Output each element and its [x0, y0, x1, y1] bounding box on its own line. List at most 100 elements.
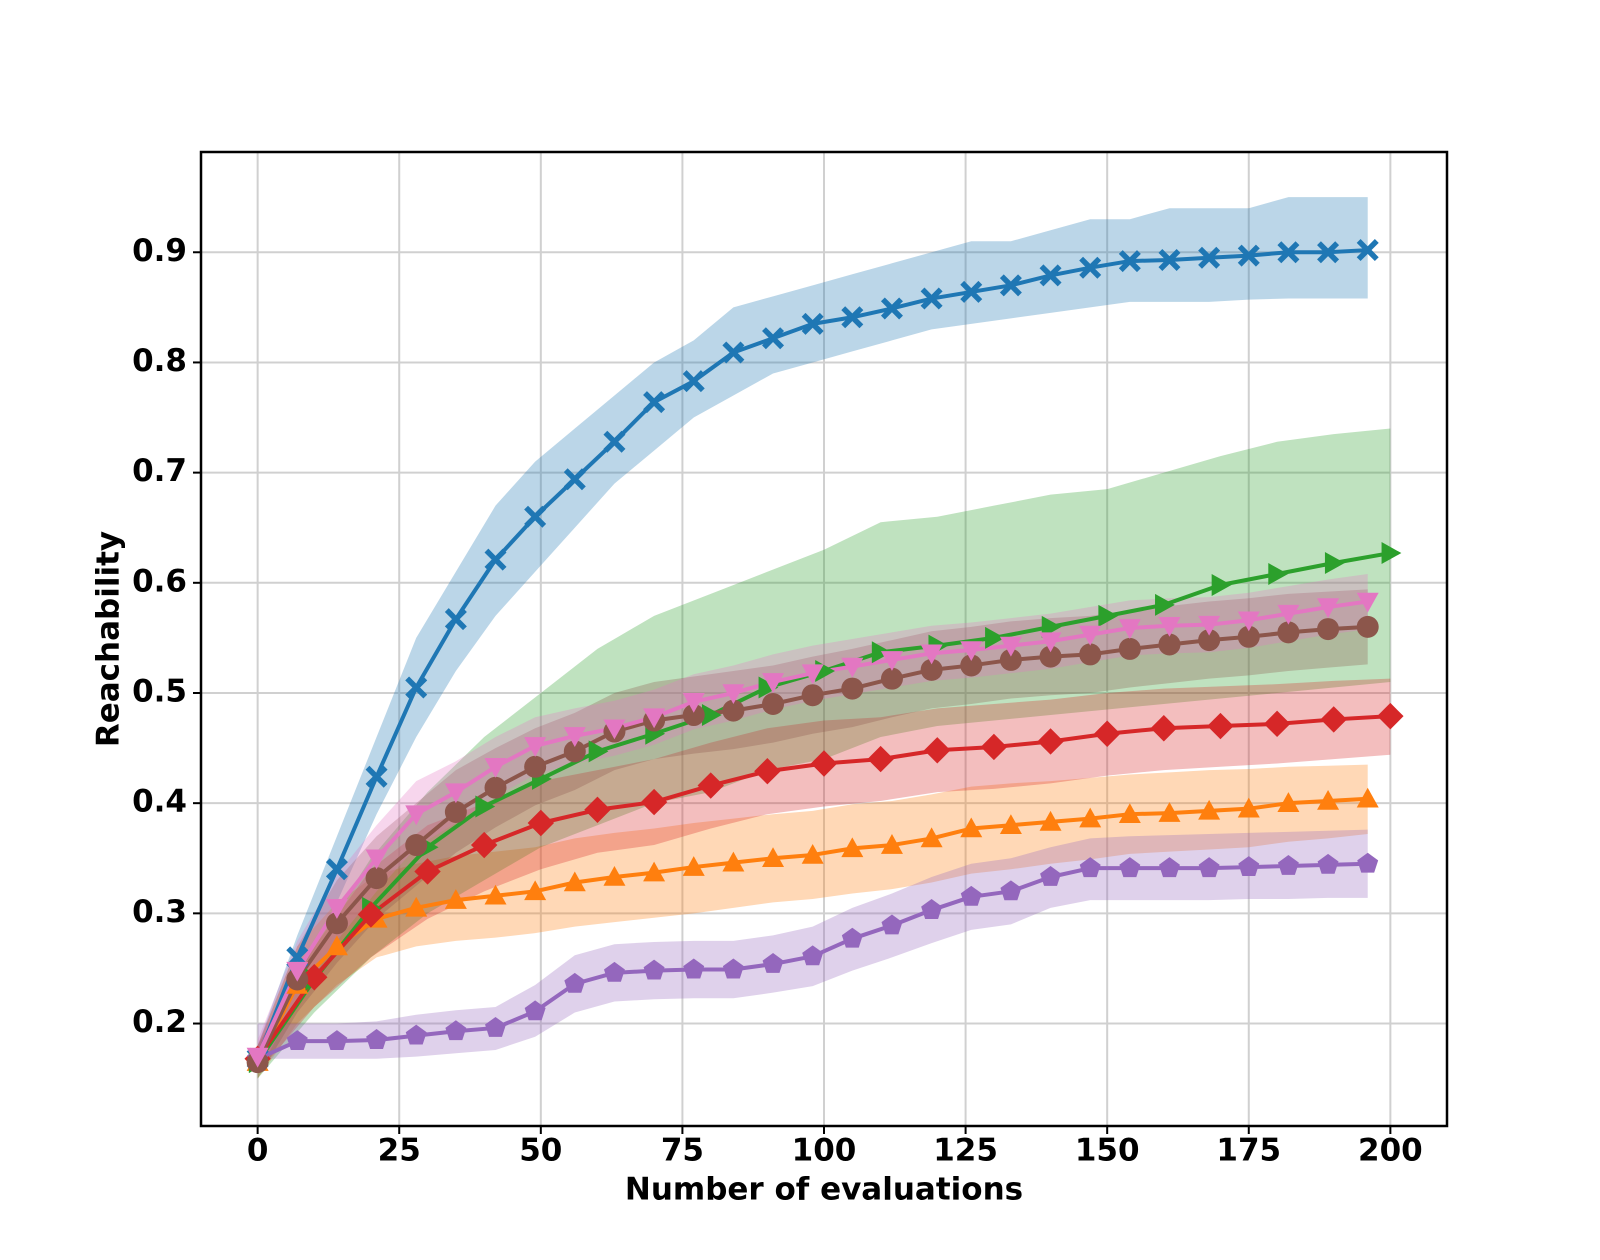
marker	[444, 783, 467, 804]
x-tick-label: 175	[1216, 1133, 1281, 1169]
marker	[924, 737, 951, 764]
marker	[1356, 615, 1379, 638]
marker	[524, 505, 547, 528]
marker	[325, 912, 348, 935]
marker	[484, 776, 507, 799]
error-band	[257, 764, 1368, 1079]
marker	[801, 843, 824, 864]
marker	[762, 693, 785, 716]
marker	[880, 651, 903, 671]
marker	[1211, 574, 1232, 597]
marker	[920, 287, 943, 310]
marker	[880, 667, 903, 690]
marker	[414, 858, 441, 885]
marker	[1356, 592, 1379, 613]
marker	[1320, 706, 1347, 733]
marker	[286, 1030, 308, 1051]
marker	[643, 708, 666, 729]
y-tick-label: 0.2	[132, 1004, 187, 1040]
y-tick-label: 0.5	[132, 673, 187, 709]
marker	[1079, 857, 1101, 878]
marker	[960, 641, 983, 662]
marker	[405, 1024, 427, 1045]
marker	[1263, 710, 1291, 738]
marker	[920, 658, 943, 681]
marker	[640, 788, 668, 816]
marker	[1277, 241, 1300, 264]
marker	[920, 644, 943, 665]
marker	[475, 795, 496, 818]
marker	[1198, 629, 1221, 652]
marker	[1238, 856, 1260, 876]
marker	[603, 719, 626, 740]
marker	[682, 704, 705, 727]
marker	[286, 961, 309, 982]
marker	[880, 834, 903, 854]
marker	[1237, 625, 1260, 648]
marker	[444, 800, 467, 823]
marker	[1324, 551, 1345, 574]
x-axis-label: Number of evaluations	[625, 1172, 1023, 1208]
plot-frame	[199, 150, 1449, 1128]
marker	[584, 796, 611, 823]
marker	[1098, 604, 1119, 627]
marker	[1079, 256, 1102, 279]
marker	[1237, 797, 1260, 818]
marker	[1079, 643, 1102, 666]
marker	[524, 737, 547, 757]
marker	[754, 758, 781, 785]
marker	[999, 648, 1022, 671]
y-tick-label: 0.6	[132, 563, 187, 599]
marker	[643, 861, 666, 882]
marker	[1381, 542, 1402, 565]
marker	[524, 755, 547, 778]
marker	[1198, 799, 1221, 820]
marker	[682, 856, 705, 876]
marker	[1000, 880, 1022, 901]
marker	[841, 837, 864, 858]
marker	[841, 927, 863, 948]
marker	[366, 1029, 388, 1049]
marker	[920, 827, 943, 848]
marker	[524, 880, 547, 901]
marker	[1356, 787, 1379, 808]
x-tick-label: 50	[519, 1133, 562, 1169]
marker	[801, 664, 824, 685]
marker	[484, 884, 507, 905]
marker	[603, 961, 625, 982]
marker	[1039, 810, 1062, 831]
marker	[980, 733, 1008, 761]
x-tick-label: 125	[933, 1133, 998, 1169]
marker	[1118, 250, 1141, 273]
marker	[1039, 264, 1062, 287]
marker	[325, 935, 348, 956]
marker	[1119, 857, 1141, 878]
marker	[1317, 241, 1340, 264]
marker	[802, 945, 824, 966]
marker	[325, 858, 348, 881]
marker	[444, 889, 467, 909]
marker	[365, 765, 388, 788]
marker	[484, 548, 507, 571]
marker	[722, 851, 745, 872]
marker	[921, 899, 943, 919]
marker	[1158, 248, 1181, 271]
marker	[1237, 611, 1260, 632]
marker	[697, 772, 724, 799]
marker	[444, 608, 467, 631]
y-tick-label: 0.8	[132, 343, 187, 379]
error-band	[257, 197, 1368, 1074]
marker	[722, 958, 744, 979]
marker	[960, 654, 983, 677]
marker	[470, 831, 498, 859]
marker	[881, 914, 903, 935]
y-tick-label: 0.9	[132, 233, 187, 269]
marker	[1155, 593, 1175, 616]
marker	[1039, 632, 1062, 653]
marker	[246, 1047, 269, 1068]
marker	[880, 297, 903, 320]
marker	[564, 972, 586, 993]
marker	[841, 677, 864, 700]
marker	[1158, 802, 1181, 822]
